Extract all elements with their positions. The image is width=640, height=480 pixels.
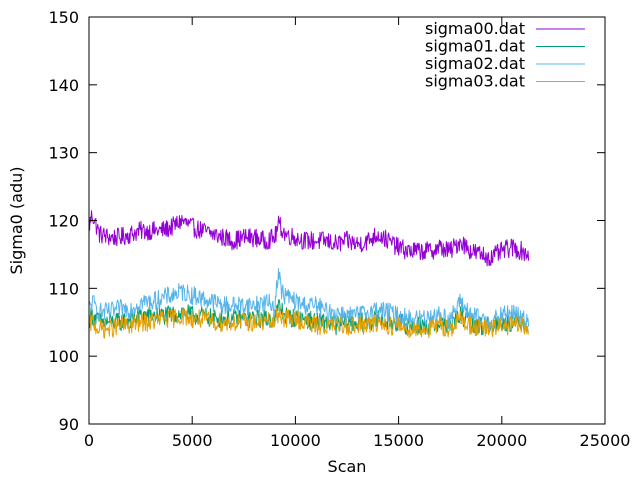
y-tick-label: 130 <box>48 144 79 163</box>
series-line-sigma02-dat <box>88 268 530 332</box>
legend-label: sigma03.dat <box>425 72 525 91</box>
y-tick-label: 150 <box>48 8 79 27</box>
y-tick-label: 90 <box>59 415 79 434</box>
series-line-sigma00-dat <box>88 210 530 267</box>
legend: sigma00.datsigma01.datsigma02.datsigma03… <box>425 19 585 91</box>
x-tick-label: 10000 <box>270 431 321 450</box>
x-axis-label: Scan <box>328 457 367 476</box>
ticks-layer: 0 5000 10000 15000 20000 25000 90 100 110 120 130 1… <box>48 8 630 450</box>
legend-label: sigma02.dat <box>425 54 525 73</box>
x-tick-label: 25000 <box>580 431 631 450</box>
y-tick-label: 140 <box>48 76 79 95</box>
x-tick-label: 15000 <box>373 431 424 450</box>
x-tick-label: 20000 <box>476 431 527 450</box>
y-tick-label: 110 <box>48 279 79 298</box>
y-tick-label: 120 <box>48 212 79 231</box>
y-tick-label: 100 <box>48 347 79 366</box>
series-layer <box>88 210 530 339</box>
legend-label: sigma01.dat <box>425 37 525 56</box>
legend-label: sigma00.dat <box>425 19 525 38</box>
series-line-sigma03-dat <box>88 305 530 339</box>
x-tick-label: 0 <box>84 431 94 450</box>
y-axis-label: Sigma0 (adu) <box>7 167 26 275</box>
x-tick-label: 5000 <box>172 431 213 450</box>
